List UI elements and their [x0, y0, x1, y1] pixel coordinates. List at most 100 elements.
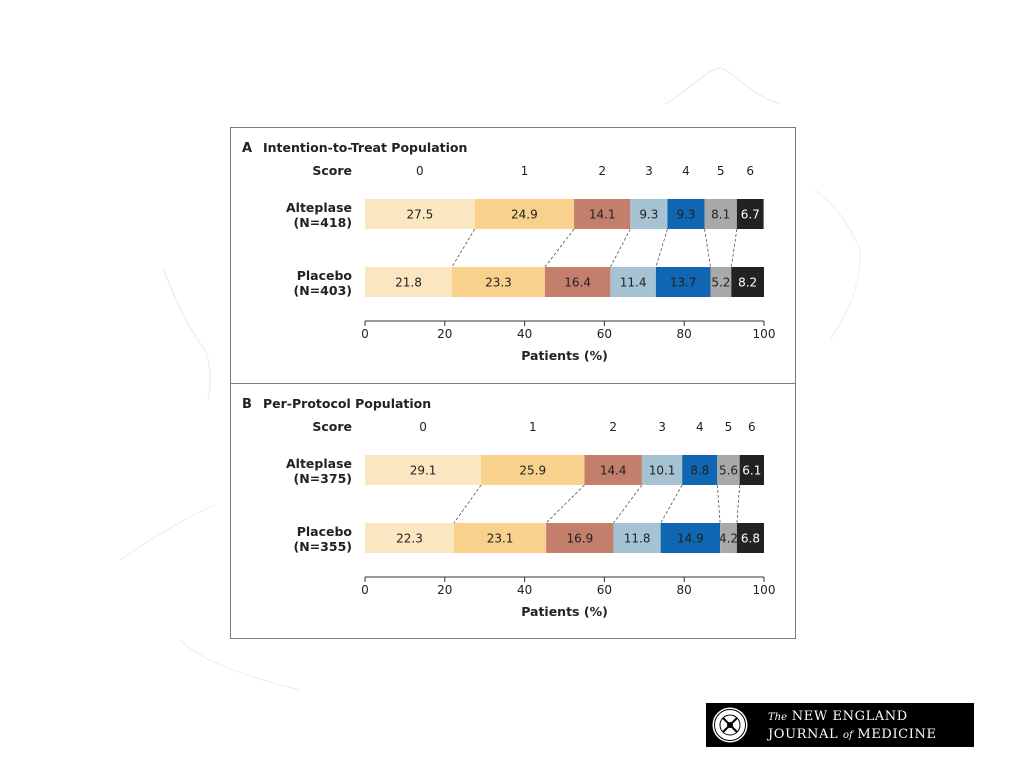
x-axis-title: Patients (%)	[521, 604, 608, 619]
bar-segment	[739, 455, 764, 485]
connector-line	[660, 484, 683, 524]
row-label-placebo: Placebo	[297, 268, 353, 283]
panel-title: Per-Protocol Population	[263, 396, 431, 411]
bar-value-label: 4.2	[719, 532, 738, 546]
bar-value-label: 6.7	[741, 208, 760, 222]
bar-segment	[544, 267, 611, 297]
nejm-logo: The NEW ENGLAND JOURNAL of MEDICINE	[706, 703, 974, 747]
connector-line	[736, 484, 741, 524]
x-tick-label: 40	[517, 327, 532, 341]
x-tick-label: 20	[437, 327, 452, 341]
connector-line	[453, 484, 482, 524]
bar-segment	[451, 267, 545, 297]
bar-value-label: 5.6	[719, 464, 738, 478]
score-header-3: 3	[658, 420, 666, 434]
connector-line	[704, 228, 711, 268]
bar-value-label: 16.9	[567, 532, 594, 546]
connector-line	[545, 484, 585, 524]
bar-segment	[704, 199, 737, 229]
panel-title: Intention-to-Treat Population	[263, 140, 467, 155]
bar-value-label: 5.2	[711, 276, 730, 290]
bar-segment	[667, 199, 705, 229]
bar-segment	[682, 455, 718, 485]
bar-segment	[574, 199, 631, 229]
row-label-placebo: Placebo	[297, 524, 353, 539]
score-header-2: 2	[609, 420, 617, 434]
bar-segment	[365, 199, 475, 229]
score-header-6: 6	[746, 164, 754, 178]
row-n-alteplase: (N=375)	[294, 471, 352, 486]
score-header-0: 0	[419, 420, 427, 434]
bar-segment	[641, 455, 683, 485]
logo-medicine: MEDICINE	[857, 727, 937, 742]
connector-line	[610, 228, 631, 268]
connector-line	[655, 228, 668, 268]
bar-value-label: 8.2	[738, 276, 757, 290]
panel-b: B Per-Protocol Population Score 0 1 2 3 4 5 6 Alte…	[231, 383, 795, 639]
bar-value-label: 11.8	[624, 532, 651, 546]
connector-line	[730, 228, 738, 268]
chart-panel-b: B Per-Protocol Population Score 0 1 2 3 4 5 6 Alte…	[242, 396, 776, 619]
score-header-5: 5	[725, 420, 733, 434]
bar-value-label: 24.9	[511, 208, 538, 222]
x-tick-label: 80	[677, 327, 692, 341]
logo-new-england: NEW ENGLAND	[791, 709, 908, 724]
score-header-5: 5	[717, 164, 725, 178]
x-tick-label: 0	[361, 327, 369, 341]
x-tick-label: 60	[597, 583, 612, 597]
score-label: Score	[312, 419, 352, 434]
row-n-placebo: (N=355)	[294, 539, 352, 554]
figure-frame: A Intention-to-Treat Population Score 0 1 2 3 4…	[230, 127, 796, 639]
bar-segment	[365, 523, 454, 553]
nejm-seal-icon	[712, 707, 748, 743]
bar-value-label: 14.1	[589, 208, 616, 222]
score-header-1: 1	[521, 164, 529, 178]
row-label-alteplase: Alteplase	[286, 200, 352, 215]
bar-value-label: 6.8	[741, 532, 760, 546]
bar-value-label: 27.5	[407, 208, 434, 222]
bar-value-label: 25.9	[519, 464, 546, 478]
panel-a: A Intention-to-Treat Population Score 0 1 2 3 4…	[231, 128, 795, 383]
bar-segment	[710, 267, 732, 297]
panel-letter: B	[242, 397, 252, 412]
bar-value-label: 16.4	[564, 276, 591, 290]
score-header-1: 1	[529, 420, 537, 434]
x-tick-label: 80	[677, 583, 692, 597]
bar-segment	[610, 267, 656, 297]
bar-value-label: 10.1	[649, 464, 676, 478]
bar-segment	[720, 523, 737, 553]
chart-panel-a: A Intention-to-Treat Population Score 0 1 2 3 4…	[242, 140, 776, 363]
row-label-alteplase: Alteplase	[286, 456, 352, 471]
connector-line	[451, 228, 476, 268]
x-tick-label: 100	[753, 327, 776, 341]
bar-value-label: 23.3	[485, 276, 512, 290]
x-tick-label: 60	[597, 327, 612, 341]
bar-segment	[717, 455, 740, 485]
x-axis-title: Patients (%)	[521, 348, 608, 363]
bar-segment	[584, 455, 642, 485]
bar-segment	[613, 523, 661, 553]
bar-segment	[546, 523, 614, 553]
bar-value-label: 14.4	[600, 464, 627, 478]
score-header-2: 2	[598, 164, 606, 178]
bar-value-label: 9.3	[639, 208, 658, 222]
logo-of: of	[842, 730, 853, 741]
bar-segment	[630, 199, 668, 229]
bar-value-label: 8.8	[690, 464, 709, 478]
bar-value-label: 11.4	[620, 276, 647, 290]
score-header-4: 4	[682, 164, 690, 178]
x-tick-label: 20	[437, 583, 452, 597]
connector-line	[544, 228, 575, 268]
bar-value-label: 29.1	[410, 464, 437, 478]
bar-segment	[481, 455, 585, 485]
logo-journal: JOURNAL	[768, 727, 839, 742]
bar-segment	[474, 199, 575, 229]
bar-value-label: 8.1	[711, 208, 730, 222]
x-tick-label: 100	[753, 583, 776, 597]
bar-segment	[655, 267, 711, 297]
bar-value-label: 23.1	[487, 532, 514, 546]
bar-value-label: 14.9	[677, 532, 704, 546]
bar-segment	[736, 523, 764, 553]
bar-segment	[453, 523, 547, 553]
score-header-3: 3	[645, 164, 653, 178]
